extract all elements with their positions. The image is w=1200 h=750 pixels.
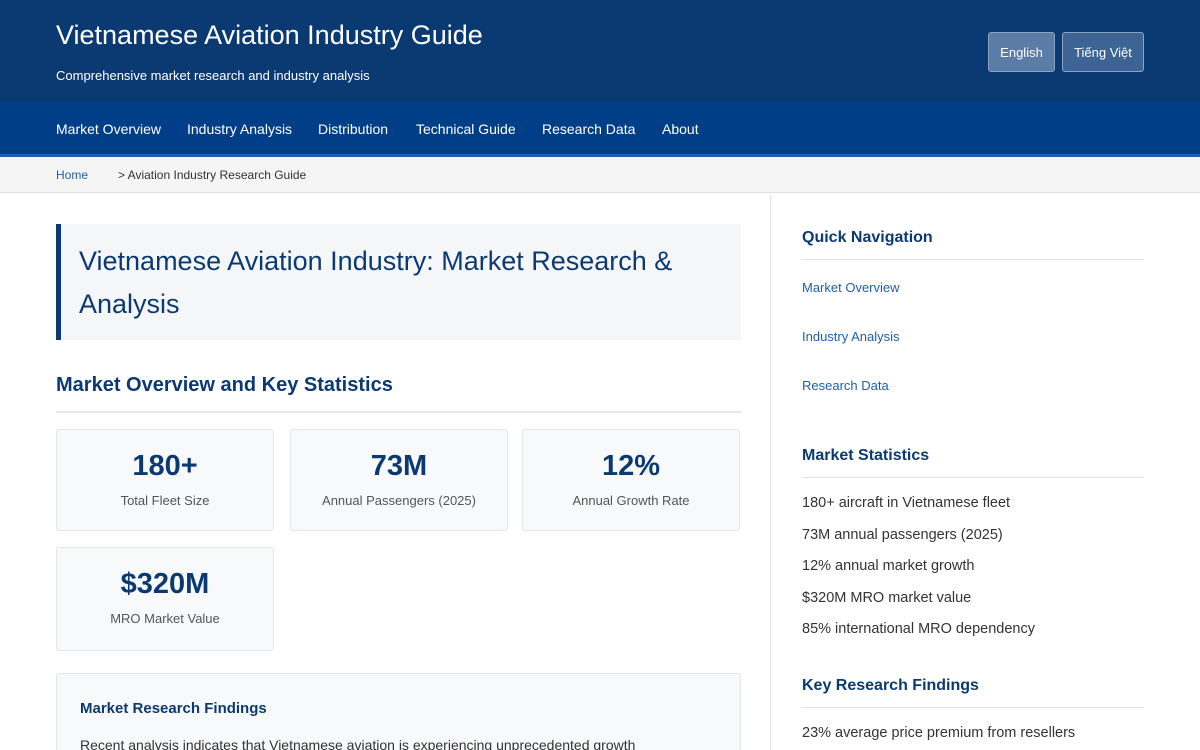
section-title: Market Overview and Key Statistics: [56, 374, 741, 413]
market-stats-heading: Market Statistics: [802, 447, 1144, 478]
breadcrumb: Home > Aviation Industry Research Guide: [0, 157, 1200, 193]
quick-nav-heading: Quick Navigation: [802, 229, 1144, 260]
findings-box: Market Research Findings Recent analysis…: [56, 673, 741, 750]
stat-label: Annual Passengers (2025): [322, 493, 476, 508]
market-stat-item: 85% international MRO dependency: [802, 621, 1035, 637]
market-stat-item: $320M MRO market value: [802, 590, 972, 606]
column-divider: [770, 194, 771, 750]
hero-banner: Vietnamese Aviation Industry: Market Res…: [56, 224, 741, 340]
quick-nav-link-research-data[interactable]: Research Data: [802, 378, 889, 393]
stat-value: $320M: [120, 568, 210, 600]
stat-label: Annual Growth Rate: [572, 493, 690, 508]
stat-card-mro: $320M MRO Market Value: [56, 547, 274, 651]
stat-value: 73M: [370, 450, 428, 482]
nav-item-about[interactable]: About: [662, 121, 699, 137]
findings-title: Market Research Findings: [80, 700, 267, 717]
stat-value: 12%: [601, 450, 661, 482]
quick-nav-link-market-overview[interactable]: Market Overview: [802, 280, 900, 295]
stat-card-fleet: 180+ Total Fleet Size: [56, 429, 274, 531]
market-stat-item: 180+ aircraft in Vietnamese fleet: [802, 495, 1011, 511]
findings-text: Recent analysis indicates that Vietnames…: [80, 737, 636, 750]
stat-card-growth: 12% Annual Growth Rate: [522, 429, 740, 531]
nav-item-research-data[interactable]: Research Data: [542, 121, 636, 137]
site-title: Vietnamese Aviation Industry Guide: [56, 20, 483, 50]
stat-value: 180+: [132, 450, 198, 482]
market-stat-item: 12% annual market growth: [802, 558, 975, 574]
key-finding-item: 23% average price premium from resellers: [802, 725, 1076, 741]
breadcrumb-home-link[interactable]: Home: [56, 168, 89, 182]
site-header: Vietnamese Aviation Industry Guide Compr…: [0, 0, 1200, 102]
market-stat-item: 73M annual passengers (2025): [802, 527, 1003, 543]
nav-item-market-overview[interactable]: Market Overview: [56, 121, 162, 137]
language-vietnamese-button[interactable]: Tiếng Việt: [1062, 32, 1144, 72]
quick-nav-link-industry-analysis[interactable]: Industry Analysis: [802, 329, 900, 344]
page-title: Vietnamese Aviation Industry: Market Res…: [79, 246, 673, 319]
key-findings-heading: Key Research Findings: [802, 677, 1144, 708]
stat-label: MRO Market Value: [110, 611, 220, 626]
site-subtitle: Comprehensive market research and indust…: [56, 68, 370, 83]
nav-item-distribution[interactable]: Distribution: [318, 121, 389, 137]
main-nav: Market Overview Industry Analysis Distri…: [0, 102, 1200, 157]
language-english-button[interactable]: English: [988, 32, 1055, 72]
nav-item-technical-guide[interactable]: Technical Guide: [416, 121, 516, 137]
stat-card-passengers: 73M Annual Passengers (2025): [290, 429, 508, 531]
nav-item-industry-analysis[interactable]: Industry Analysis: [187, 121, 293, 137]
breadcrumb-current: > Aviation Industry Research Guide: [118, 168, 307, 182]
stat-label: Total Fleet Size: [120, 493, 210, 508]
